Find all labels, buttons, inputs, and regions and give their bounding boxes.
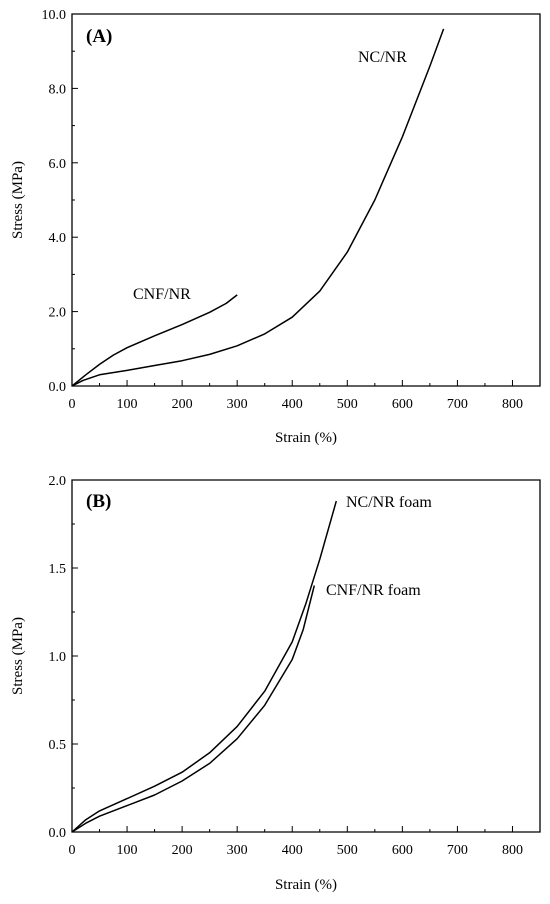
x-tick-label: 100 xyxy=(117,397,138,412)
y-tick-label: 2.0 xyxy=(49,306,67,321)
y-ticks-a: 0.0 2.0 4.0 6.0 8.0 10.0 xyxy=(42,8,78,395)
x-tick-label: 500 xyxy=(337,397,358,412)
x-axis-title-a: Strain (%) xyxy=(275,430,337,446)
y-tick-label: 10.0 xyxy=(42,8,67,23)
x-ticks-a: 0 100 200 300 400 500 600 700 800 xyxy=(69,380,523,412)
y-tick-label: 2.0 xyxy=(49,474,67,489)
y-tick-label: 0.5 xyxy=(49,738,67,753)
y-tick-label: 0.0 xyxy=(49,380,67,395)
y-tick-label: 4.0 xyxy=(49,231,67,246)
x-tick-label: 100 xyxy=(117,843,138,858)
x-tick-label: 800 xyxy=(502,397,523,412)
x-tick-label: 0 xyxy=(69,843,76,858)
series-line-nc-nr xyxy=(71,28,445,387)
y-axis-title-b: Stress (MPa) xyxy=(10,617,26,695)
panel-a: 0 100 200 300 400 500 600 700 800 0.0 2.0 4.0 6.0 8.… xyxy=(10,8,541,446)
panel-b: 0 100 200 300 400 500 600 700 800 0.0 0.5 1.0 1.5 2.… xyxy=(10,474,541,893)
panel-label-b: (B) xyxy=(86,491,111,512)
y-tick-label: 8.0 xyxy=(49,82,67,97)
y-tick-label: 0.0 xyxy=(49,826,67,841)
y-tick-label: 6.0 xyxy=(49,157,67,172)
series-label-cnf-nr: CNF/NR xyxy=(133,286,191,303)
series-b xyxy=(71,500,338,833)
x-tick-label: 400 xyxy=(282,397,303,412)
x-tick-label: 700 xyxy=(447,843,468,858)
plot-frame-b xyxy=(71,479,541,833)
series-line-nc-nr-foam xyxy=(71,500,338,833)
x-tick-label: 300 xyxy=(227,397,248,412)
x-axis-title-b: Strain (%) xyxy=(275,877,337,893)
x-tick-label: 800 xyxy=(502,843,523,858)
series-line-cnf-nr xyxy=(71,294,238,387)
x-tick-label: 400 xyxy=(282,843,303,858)
y-ticks-b: 0.0 0.5 1.0 1.5 2.0 xyxy=(49,474,78,841)
x-ticks-b: 0 100 200 300 400 500 600 700 800 xyxy=(69,826,523,858)
series-label-nc-nr: NC/NR xyxy=(358,49,407,66)
x-tick-label: 500 xyxy=(337,843,358,858)
series-line-cnf-nr-foam xyxy=(71,585,316,833)
x-tick-label: 600 xyxy=(392,397,413,412)
x-tick-label: 200 xyxy=(172,397,193,412)
x-tick-label: 600 xyxy=(392,843,413,858)
series-label-cnf-nr-foam: CNF/NR foam xyxy=(326,582,421,599)
y-tick-label: 1.0 xyxy=(49,650,67,665)
series-label-nc-nr-foam: NC/NR foam xyxy=(346,494,432,511)
x-tick-label: 0 xyxy=(69,397,76,412)
y-tick-label: 1.5 xyxy=(49,562,67,577)
plot-frame-a xyxy=(71,13,541,387)
y-axis-title-a: Stress (MPa) xyxy=(10,161,26,239)
x-tick-label: 300 xyxy=(227,843,248,858)
panel-label-a: (A) xyxy=(86,26,112,47)
x-tick-label: 200 xyxy=(172,843,193,858)
x-tick-label: 700 xyxy=(447,397,468,412)
series-a xyxy=(71,28,445,387)
